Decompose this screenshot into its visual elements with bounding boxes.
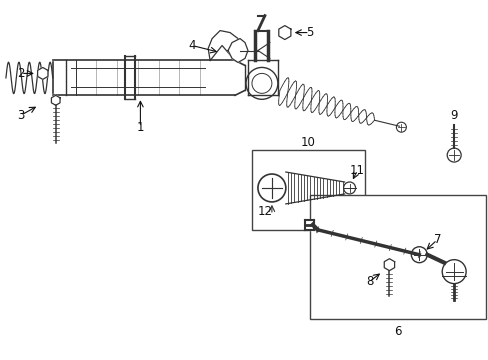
Text: 7: 7 — [433, 233, 440, 246]
Text: 6: 6 — [393, 325, 400, 338]
Bar — [251, 150, 364, 230]
Polygon shape — [51, 95, 60, 105]
Polygon shape — [278, 26, 290, 40]
Text: 11: 11 — [349, 163, 365, 176]
Polygon shape — [38, 67, 48, 80]
Text: 1: 1 — [136, 121, 144, 134]
Text: 5: 5 — [305, 26, 313, 39]
Text: 12: 12 — [257, 205, 272, 219]
Bar — [305, 220, 313, 230]
Polygon shape — [384, 259, 394, 271]
Text: 4: 4 — [188, 39, 196, 52]
Text: 8: 8 — [365, 275, 372, 288]
Text: 3: 3 — [17, 109, 24, 122]
Text: 9: 9 — [449, 109, 457, 122]
Polygon shape — [227, 39, 247, 62]
Text: 10: 10 — [300, 136, 315, 149]
Bar — [309, 195, 485, 319]
Text: 2: 2 — [17, 67, 24, 80]
